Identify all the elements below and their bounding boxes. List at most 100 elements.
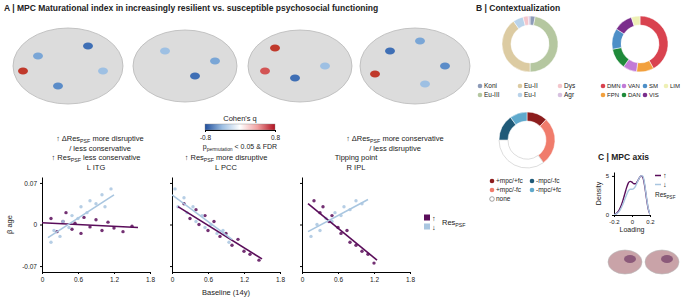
brain-region <box>160 48 170 55</box>
donut-chart: KoniEu-IIIEu-IIEu-IDysAgr <box>478 16 576 99</box>
brain-region <box>210 58 220 65</box>
axis: 00.61.21.8 <box>171 272 286 283</box>
tick-label: 0.8 <box>271 134 280 141</box>
point <box>79 205 82 208</box>
text-part: Dys <box>564 82 576 90</box>
brain-outline <box>248 30 352 102</box>
tick: -0.8 <box>200 130 212 141</box>
tick: 0 <box>606 212 614 218</box>
brain-outline <box>360 28 470 104</box>
legend: KoniEu-IIIEu-IIEu-IDysAgr <box>478 82 576 99</box>
text-part: VIS <box>649 92 659 98</box>
brain-region <box>440 63 450 70</box>
axis: 00.61.21.8 <box>41 272 156 283</box>
slice <box>530 16 558 72</box>
point <box>354 199 357 202</box>
fit-line <box>308 200 368 232</box>
point <box>321 205 324 208</box>
fit-line <box>42 223 138 228</box>
legend-label: SM <box>649 83 658 89</box>
axis-title: Loading <box>620 226 645 234</box>
tick: 0 <box>171 272 175 283</box>
tick: 5 <box>606 173 614 179</box>
text-part: A | MPC Maturational index in increasing… <box>4 3 378 13</box>
tick <box>300 266 302 267</box>
text-part: more disruptive <box>90 134 143 143</box>
tick-label: 0.6 <box>204 276 213 283</box>
annotation: ↑ ΔResPSF more conservative <box>346 134 443 144</box>
axis <box>300 178 303 273</box>
brain-region <box>320 63 330 70</box>
legend-label: ↑ <box>432 214 436 223</box>
slice <box>640 16 668 69</box>
fit-line <box>178 207 262 259</box>
subscript: PSF <box>204 157 214 163</box>
plot-area <box>308 199 377 265</box>
colorbar-subtitle: ppermutation < 0.05 & FDR <box>203 143 277 152</box>
text-part: less conservative <box>81 153 141 162</box>
point <box>61 220 64 223</box>
figure: A | MPC Maturational index in increasing… <box>0 0 685 301</box>
scatter-chart: ↑ ResPSF less conservativeL ITG00.61.21.… <box>5 153 155 283</box>
tick-mark <box>244 272 245 274</box>
point <box>227 241 230 244</box>
plot-area <box>172 187 262 262</box>
point <box>230 244 233 247</box>
tick <box>170 225 172 226</box>
point <box>312 199 315 202</box>
axis-line <box>172 178 173 273</box>
axis-line <box>303 272 411 273</box>
legend-swatch <box>655 175 661 177</box>
text-part: ↓ <box>663 180 667 189</box>
tick-label: 0 <box>301 276 305 283</box>
brain-outline <box>608 250 642 274</box>
brain-surface <box>13 28 123 104</box>
tick-mark <box>300 266 302 267</box>
brain-region <box>98 68 108 75</box>
text-part: R IPL <box>347 163 366 172</box>
tick-mark <box>170 266 172 267</box>
point <box>203 214 206 217</box>
legend: DMNFPNVANDANSMVISLIM <box>601 83 680 98</box>
text-part: ↑ Res <box>52 153 71 162</box>
point <box>49 217 52 220</box>
text-part: Eu-I <box>524 91 536 98</box>
text-part: more disruptive <box>214 153 267 162</box>
chart-subtitle: ↑ ResPSF less conservative <box>52 153 141 163</box>
tick-label: 0.07 <box>24 180 37 187</box>
legend-title: ResPSF <box>655 191 676 200</box>
tick-label: 0.6 <box>334 276 343 283</box>
text-part: Loading <box>620 226 645 234</box>
density-line <box>614 176 650 215</box>
tick-mark <box>280 272 281 274</box>
slice <box>636 61 653 72</box>
tick-label: 1.2 <box>240 276 249 283</box>
point <box>206 229 209 232</box>
fit-line <box>308 204 377 260</box>
axis: 0.070-0.07 <box>22 178 42 273</box>
tick: 1.2 <box>110 272 119 283</box>
legend-swatch <box>601 93 606 98</box>
tick <box>170 183 172 184</box>
tick-label: 0.2 <box>646 219 655 225</box>
tick-mark <box>410 272 411 274</box>
tick-mark <box>374 272 375 274</box>
legend-swatch <box>424 215 430 221</box>
legend-swatch <box>643 93 648 98</box>
legend-swatch <box>643 84 648 89</box>
density-line <box>614 176 650 215</box>
colorbar-bar <box>205 124 275 130</box>
text-part: ↑ ΔRes <box>56 134 80 143</box>
brain-region <box>190 73 200 80</box>
donut-chart: DMNFPNVANDANSMVISLIM <box>601 16 680 98</box>
tick-label: 0 <box>33 221 37 228</box>
tick: 0.6 <box>204 272 213 283</box>
legend-swatch <box>530 188 535 193</box>
point <box>67 226 70 229</box>
legend-swatch <box>558 93 563 98</box>
brain-region <box>53 83 63 90</box>
slice <box>502 21 530 72</box>
chart-subtitle: Tipping point <box>335 153 379 162</box>
tick-label: 1.8 <box>146 276 155 283</box>
text-part: LIM <box>670 83 680 89</box>
